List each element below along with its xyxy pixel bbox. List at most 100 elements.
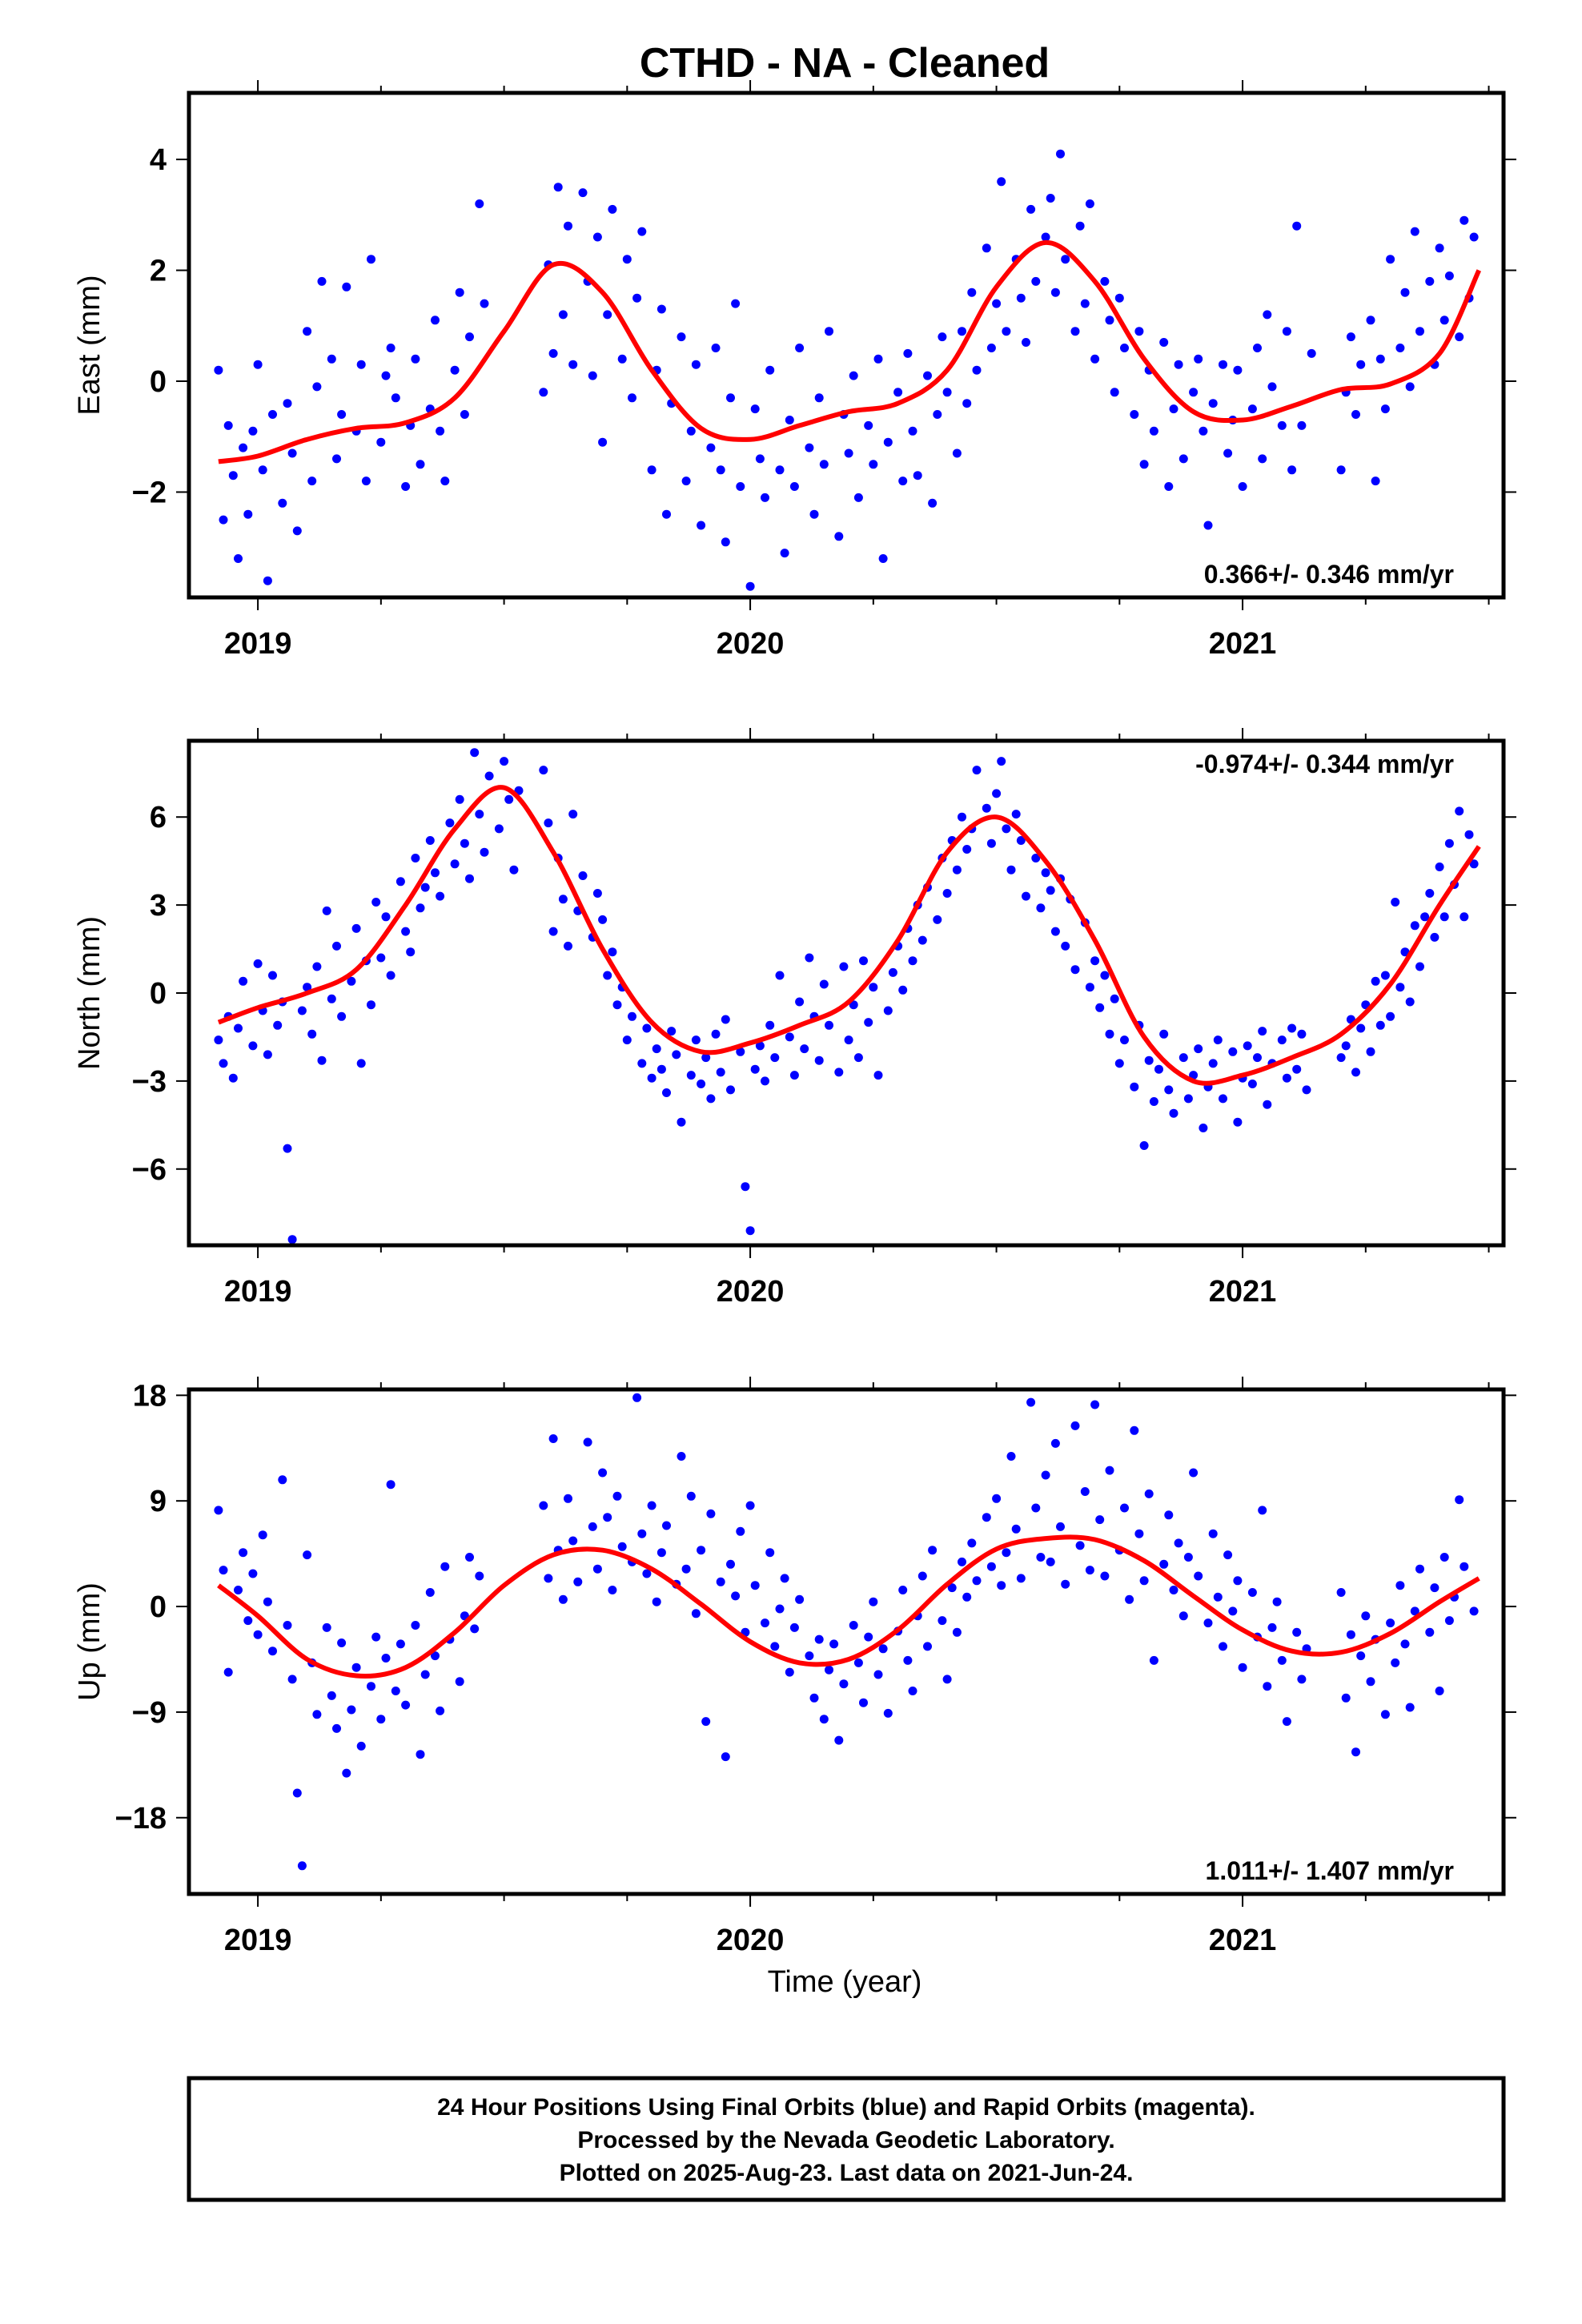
east-data-point <box>578 188 588 198</box>
up-data-point <box>805 1651 814 1661</box>
north-data-point <box>745 1226 755 1236</box>
east-data-point <box>1410 227 1419 236</box>
up-data-point <box>775 1604 785 1614</box>
north-data-point <box>942 889 952 898</box>
east-data-point <box>1267 382 1277 392</box>
up-data-point <box>789 1622 799 1632</box>
east-data-point <box>1149 426 1158 436</box>
north-x-tick-label: 2019 <box>224 1275 292 1309</box>
east-data-point <box>775 465 785 475</box>
up-data-point <box>583 1437 592 1447</box>
up-data-point <box>1386 1618 1395 1628</box>
east-data-point <box>223 420 233 430</box>
east-data-point <box>1371 476 1380 486</box>
up-data-point <box>539 1501 548 1510</box>
up-data-point <box>592 1564 602 1574</box>
east-data-point <box>1277 420 1287 430</box>
north-data-point <box>775 971 785 980</box>
north-data-point <box>1366 1047 1375 1056</box>
up-data-point <box>1405 1703 1415 1712</box>
north-data-point <box>982 803 991 813</box>
east-data-point <box>1253 344 1262 352</box>
north-rate-label: -0.974+/- 0.344 mm/yr <box>1195 750 1454 778</box>
east-data-point <box>1475 0 1484 5</box>
up-data-point <box>223 1667 233 1677</box>
east-data-point <box>1366 316 1375 325</box>
up-data-point <box>214 1506 223 1515</box>
north-data-point <box>406 947 416 957</box>
up-data-point <box>1455 1495 1464 1505</box>
up-data-point <box>662 1521 671 1530</box>
up-data-point <box>647 1501 656 1510</box>
east-data-point <box>1189 388 1199 397</box>
east-data-point <box>967 287 977 297</box>
north-data-point <box>1282 1073 1291 1083</box>
north-data-point <box>1139 1141 1149 1150</box>
east-data-point <box>283 399 292 408</box>
north-data-point <box>1341 1041 1351 1051</box>
east-data-point <box>686 426 696 436</box>
north-y-tick-label: 0 <box>150 977 167 1011</box>
east-data-point <box>1100 276 1110 286</box>
east-y-tick-label: 0 <box>150 365 167 399</box>
north-data-point <box>1006 865 1016 875</box>
north-data-point <box>1258 1027 1267 1036</box>
up-data-point <box>1430 1583 1439 1593</box>
up-data-point <box>686 1491 696 1501</box>
north-data-point <box>1253 1053 1262 1063</box>
north-data-point <box>465 874 474 883</box>
north-data-point <box>578 871 588 880</box>
east-data-point <box>1356 360 1366 369</box>
east-data-point <box>853 493 863 502</box>
up-data-point <box>1410 1606 1419 1616</box>
north-data-point <box>1114 1059 1124 1068</box>
east-data-point <box>1070 327 1080 336</box>
up-data-point <box>1460 1562 1469 1571</box>
east-data-point <box>1090 354 1100 364</box>
north-data-point <box>1243 1041 1252 1051</box>
up-model-curve <box>217 1534 1480 1679</box>
up-y-axis-label: Up (mm) <box>73 1582 106 1701</box>
east-data-point <box>893 388 903 397</box>
north-data-point <box>770 1053 780 1063</box>
east-data-point <box>564 221 572 231</box>
up-y-tick-label: 18 <box>133 1379 167 1413</box>
north-plot-frame <box>187 738 1506 1248</box>
north-data-point <box>548 927 558 936</box>
east-data-point <box>278 498 287 508</box>
up-data-point <box>1139 1576 1149 1586</box>
north-data-point <box>283 1144 292 1153</box>
up-data-point <box>809 1693 819 1703</box>
north-data-point <box>603 971 612 980</box>
up-data-point <box>706 1509 716 1518</box>
north-data-point <box>652 1044 661 1054</box>
east-data-point <box>287 448 297 458</box>
up-data-point <box>1228 1606 1238 1616</box>
up-y-tick-label: −18 <box>115 1802 167 1835</box>
east-data-point <box>1134 327 1144 336</box>
up-data-point <box>1475 0 1484 5</box>
north-y-tick-label: 3 <box>150 889 167 923</box>
up-data-point <box>1164 1510 1174 1520</box>
east-data-point <box>809 509 819 519</box>
north-data-point <box>268 971 277 980</box>
east-data-point <box>1400 287 1410 297</box>
east-data-point <box>1223 448 1233 458</box>
north-data-point <box>1410 921 1419 931</box>
up-data-point <box>883 1708 893 1718</box>
up-data-point <box>1194 1571 1203 1581</box>
up-data-point <box>1223 1550 1233 1560</box>
east-data-point <box>656 304 666 314</box>
north-data-point <box>814 1055 824 1065</box>
up-data-point <box>1189 1468 1199 1478</box>
up-data-point <box>1002 1548 1011 1558</box>
east-data-point <box>785 416 794 424</box>
east-data-point <box>952 448 962 458</box>
north-data-point <box>800 1044 809 1054</box>
north-data-point <box>307 1029 317 1039</box>
north-data-point <box>219 1059 228 1068</box>
up-data-point <box>347 1705 356 1715</box>
up-data-point <box>1341 1693 1351 1703</box>
north-data-point <box>480 847 489 857</box>
north-data-point <box>647 1073 656 1083</box>
